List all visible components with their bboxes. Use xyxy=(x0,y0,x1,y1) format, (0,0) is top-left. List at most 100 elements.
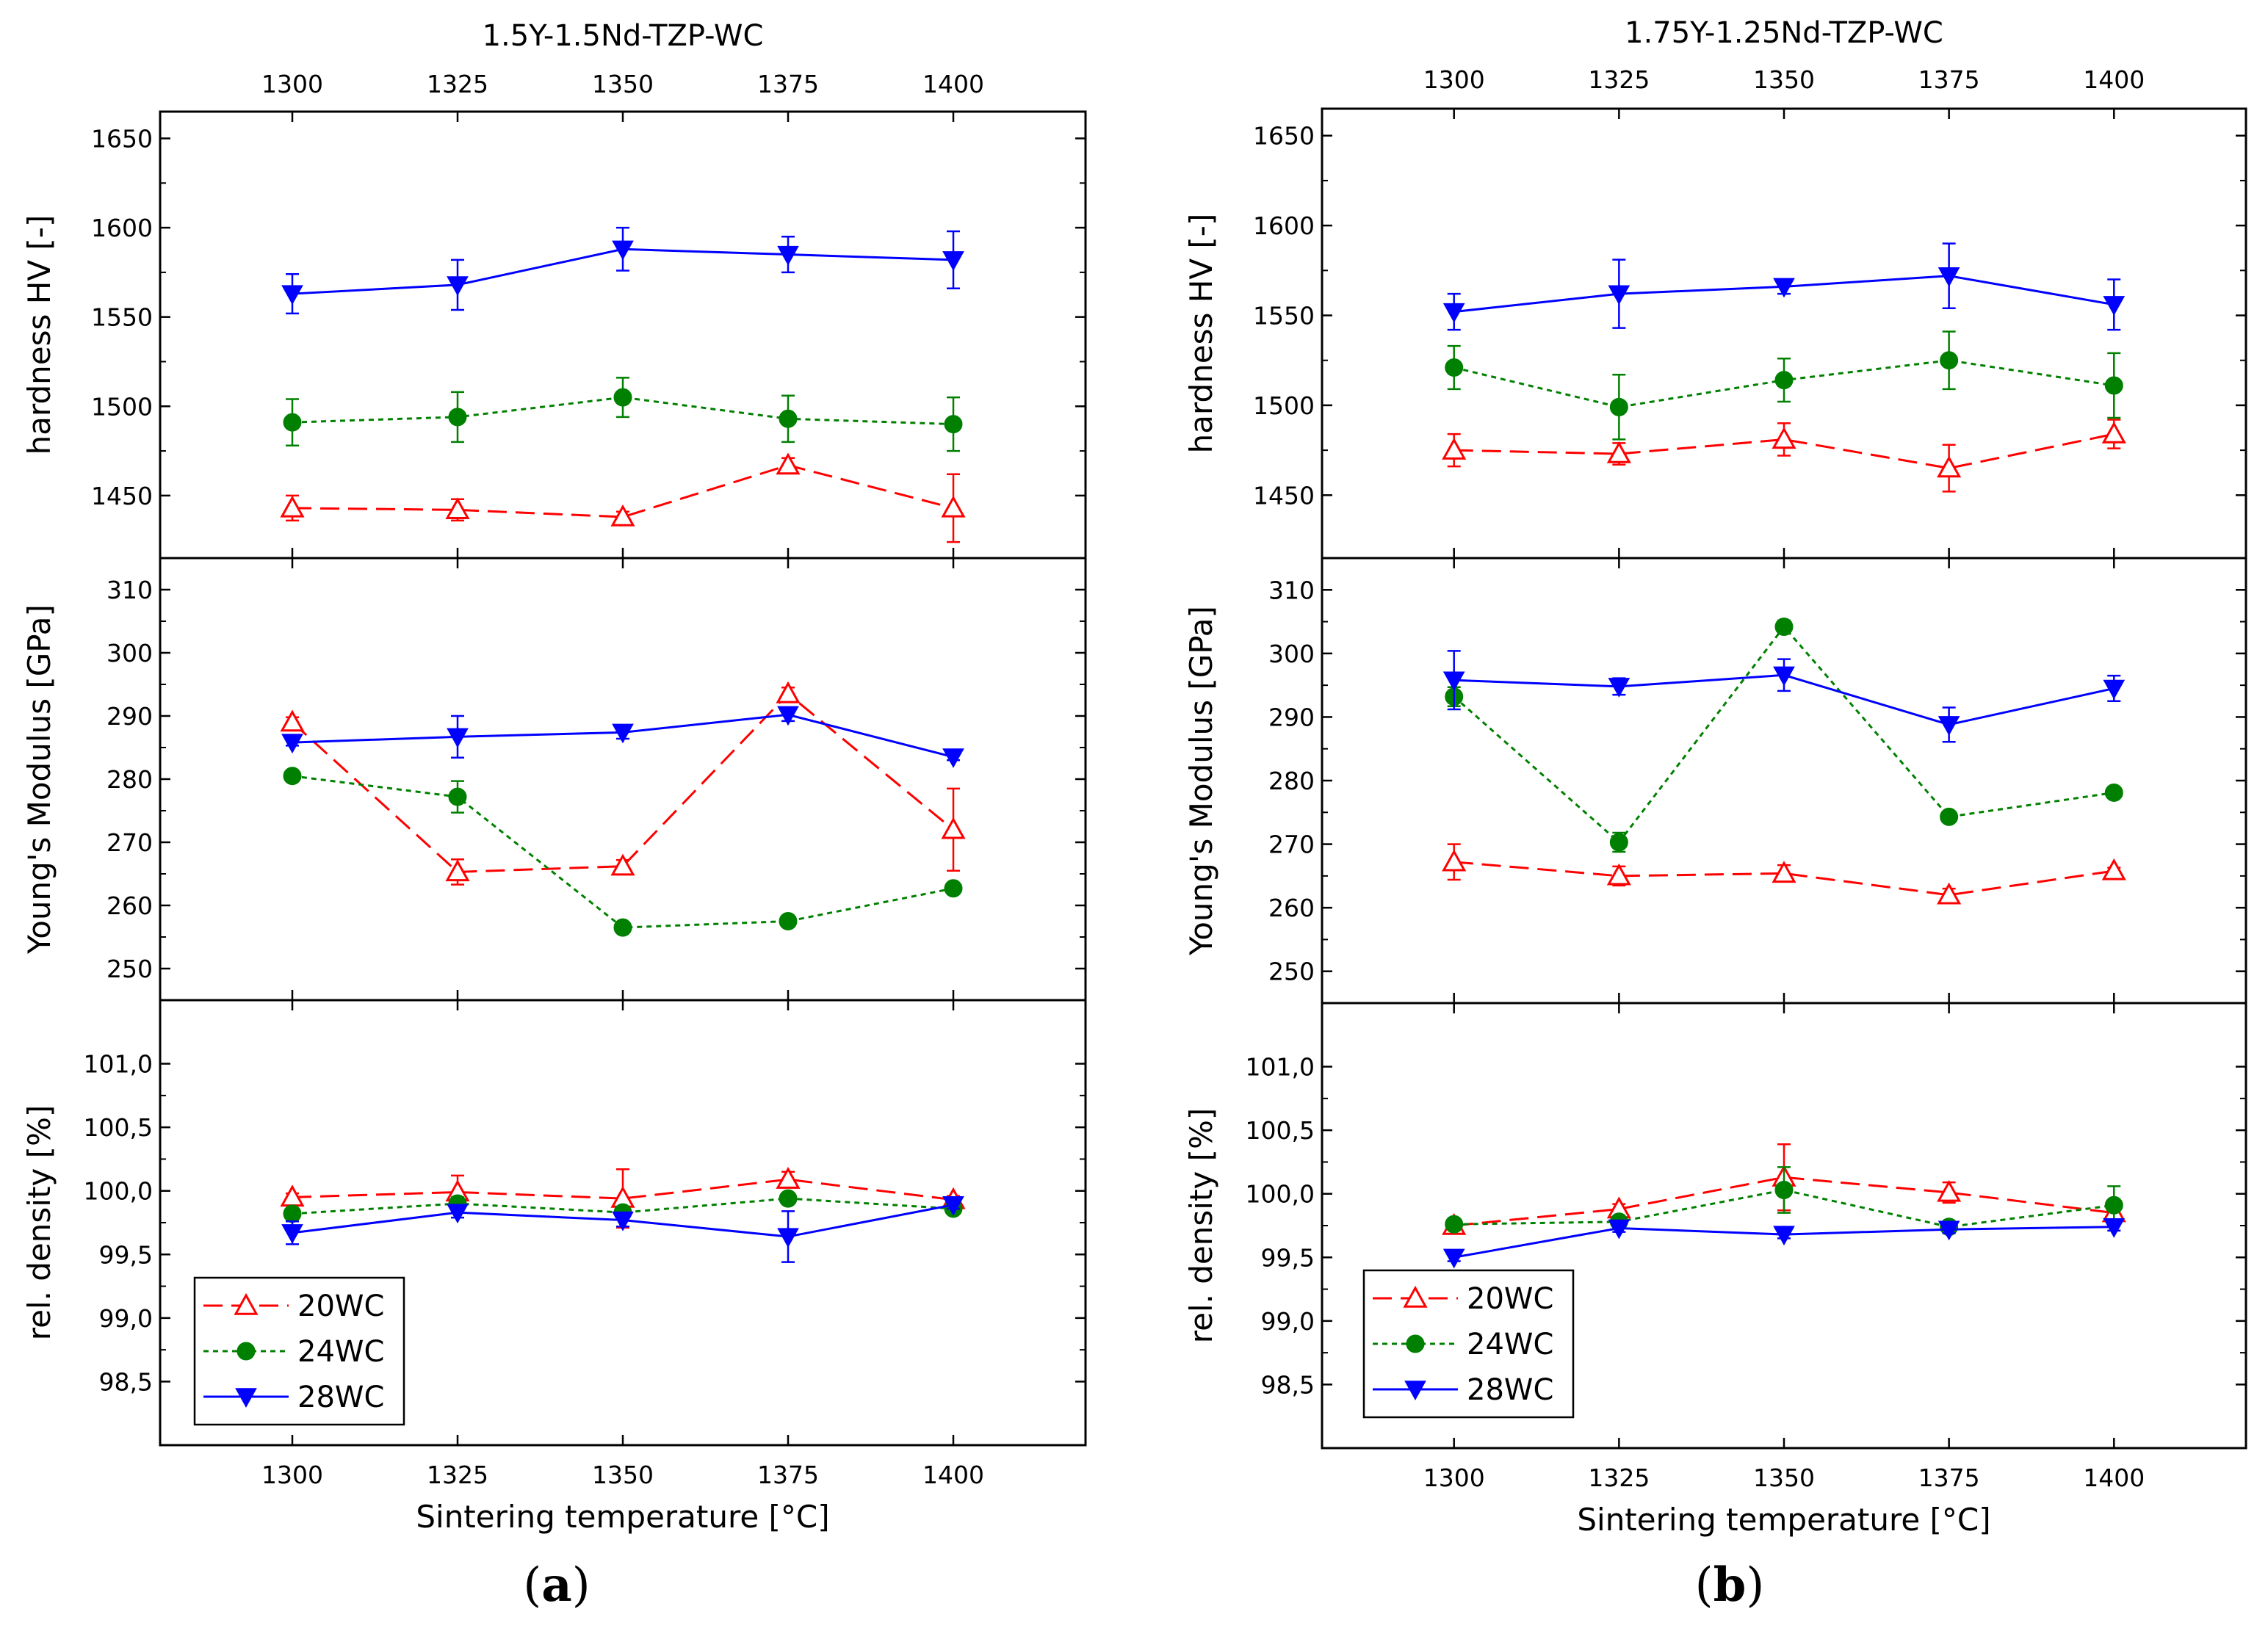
data-point xyxy=(612,1211,634,1231)
data-point xyxy=(1940,807,1959,826)
series-24WC xyxy=(283,377,963,452)
y-tick-label: 101,0 xyxy=(1246,1053,1315,1082)
y-tick-label: 290 xyxy=(1268,703,1315,731)
series-24WC xyxy=(283,767,963,937)
data-point xyxy=(942,251,964,271)
subfigure-caption: (a) xyxy=(523,1558,590,1613)
y-axis-label: hardness HV [-] xyxy=(1183,214,1219,454)
data-point xyxy=(447,276,469,296)
y-tick-label: 100,5 xyxy=(1246,1116,1315,1145)
legend-marker xyxy=(1403,1285,1428,1308)
data-point xyxy=(776,681,801,703)
x-axis-label: Sintering temperature [°C] xyxy=(416,1499,829,1535)
legend-label: 24WC xyxy=(297,1335,384,1369)
data-point xyxy=(1774,1181,1794,1200)
y-tick-label: 280 xyxy=(106,765,153,794)
data-point xyxy=(1608,285,1630,305)
y-axis-label: rel. density [%] xyxy=(21,1105,57,1341)
data-point xyxy=(281,1224,303,1244)
x-tick-label: 1375 xyxy=(757,1461,819,1489)
y-axis-label: Young's Modulus [GPa] xyxy=(1183,606,1219,956)
data-point xyxy=(1937,716,1960,736)
data-point xyxy=(1937,1179,1962,1202)
data-point xyxy=(942,1196,964,1216)
data-point xyxy=(445,497,470,520)
data-point xyxy=(448,408,467,427)
data-point xyxy=(777,706,799,726)
panel-hardness: 1450 1500 1550 1600 1650 hardness HV [-] xyxy=(21,110,1087,560)
data-point xyxy=(1442,438,1467,460)
series-line xyxy=(292,775,954,929)
y-tick-label: 100,0 xyxy=(1246,1180,1315,1209)
subfigure-caption: (b) xyxy=(1695,1558,1765,1613)
legend-label: 28WC xyxy=(1467,1373,1553,1407)
data-point xyxy=(281,734,303,754)
data-point xyxy=(942,748,964,768)
legend-marker xyxy=(1404,1381,1426,1401)
y-tick-label: 1500 xyxy=(1253,391,1315,420)
series-20WC xyxy=(280,681,966,886)
y-tick-label: 101,0 xyxy=(84,1050,153,1079)
y-tick-label: 280 xyxy=(1268,767,1315,795)
data-point xyxy=(1937,1220,1960,1241)
data-point xyxy=(1774,371,1794,390)
y-tick-label: 270 xyxy=(106,828,153,857)
data-point xyxy=(1442,671,1465,692)
series-28WC xyxy=(1442,242,2126,331)
data-point xyxy=(941,495,966,518)
series-28WC xyxy=(281,706,964,768)
x-tick-label: 1300 xyxy=(1423,1464,1485,1492)
chart-b: 1.75Y-1.25Nd-TZP-WC 1450 1500 1550 1600 1650 h… xyxy=(1183,16,2247,1613)
data-point xyxy=(1606,863,1631,886)
series-line xyxy=(292,463,954,518)
y-tick-label: 310 xyxy=(106,576,153,604)
legend-marker xyxy=(235,1388,257,1408)
y-tick-label: 99,5 xyxy=(99,1240,153,1269)
legend: 20WC 24WC 28WC xyxy=(193,1276,405,1426)
data-point xyxy=(447,1204,469,1224)
panel-frame xyxy=(159,110,1087,560)
x-tick-label-top: 1325 xyxy=(1588,65,1650,94)
data-point xyxy=(1445,1215,1464,1234)
data-point xyxy=(777,1228,799,1248)
x-tick-label-top: 1375 xyxy=(757,70,819,98)
legend-box xyxy=(1362,1269,1575,1419)
data-point xyxy=(1608,1219,1630,1240)
data-point xyxy=(1608,678,1630,698)
legend-label: 24WC xyxy=(1467,1328,1553,1361)
y-tick-label: 100,0 xyxy=(84,1177,153,1206)
y-tick-label: 260 xyxy=(1268,894,1315,922)
y-tick-label: 98,5 xyxy=(1261,1370,1315,1399)
x-tick-label-top: 1300 xyxy=(261,70,323,98)
x-tick-label: 1400 xyxy=(922,1461,984,1489)
data-point xyxy=(1940,351,1959,370)
data-point xyxy=(944,879,963,898)
y-tick-label: 1650 xyxy=(1253,122,1315,151)
x-tick-label: 1375 xyxy=(1918,1464,1980,1492)
series-28WC xyxy=(281,1196,964,1263)
y-tick-label: 1500 xyxy=(91,392,153,421)
data-point xyxy=(280,495,305,518)
data-point xyxy=(1609,397,1628,416)
data-point xyxy=(779,912,798,930)
data-point xyxy=(445,859,470,882)
data-point xyxy=(612,240,634,261)
data-point xyxy=(2103,679,2126,700)
series-20WC xyxy=(280,452,966,543)
data-point xyxy=(2103,296,2126,316)
data-point xyxy=(941,817,966,839)
data-point xyxy=(779,1189,798,1208)
data-point xyxy=(1937,455,1962,478)
data-point xyxy=(1774,617,1794,636)
x-tick-label: 1325 xyxy=(427,1461,488,1489)
legend: 20WC 24WC 28WC xyxy=(1362,1269,1575,1419)
x-tick-label-top: 1400 xyxy=(2083,65,2145,94)
data-point xyxy=(281,285,303,305)
panel-modulus: 250 260 270 280 290 300 310 Young's Modulus [GP… xyxy=(21,557,1087,1002)
data-point xyxy=(944,415,963,434)
data-point xyxy=(779,409,798,428)
y-axis-label: Young's Modulus [GPa] xyxy=(21,604,57,955)
y-tick-label: 98,5 xyxy=(99,1367,153,1396)
x-tick-label-top: 1400 xyxy=(922,70,984,98)
